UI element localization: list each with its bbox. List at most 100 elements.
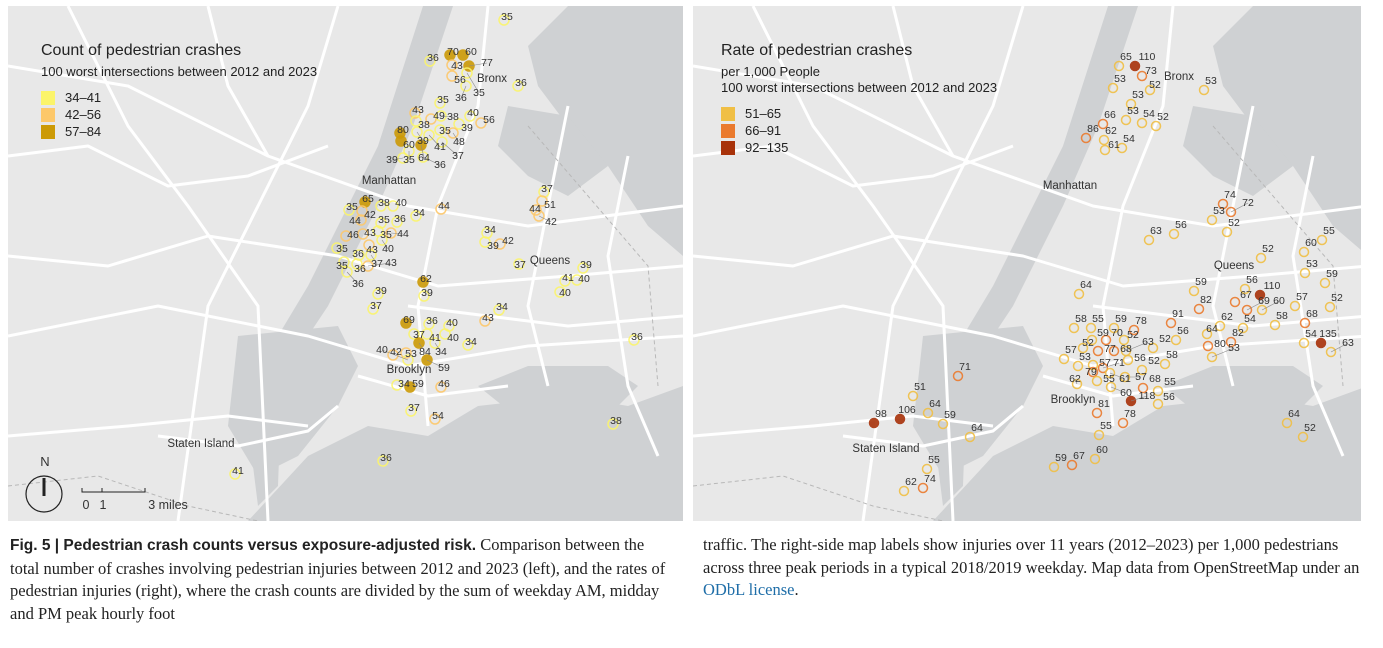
crash-rate-marker (1058, 353, 1070, 365)
odbl-license-link[interactable]: ODbL license (703, 580, 795, 599)
crash-count-label: 39 (580, 259, 592, 271)
crash-rate-label: 64 (971, 422, 983, 434)
crash-count-label: 39 (461, 122, 473, 134)
crash-marker (461, 67, 473, 79)
crash-rate-marker (1241, 304, 1253, 316)
crash-rate-label: 55 (928, 454, 940, 466)
crash-rate-label: 52 (1148, 355, 1160, 367)
crash-marker (338, 256, 350, 268)
crash-marker (446, 59, 458, 71)
label-leader-line (381, 239, 389, 250)
crash-rate-label: 53 (1079, 351, 1091, 363)
crash-count-label: 84 (419, 346, 431, 358)
legend-item: 92–135 (721, 139, 997, 156)
crash-count-label: 40 (559, 287, 571, 299)
crash-count-label: 35 (378, 214, 390, 226)
crash-count-label: 43 (364, 227, 376, 239)
crash-count-label: 37 (514, 259, 526, 271)
crash-marker (395, 135, 407, 147)
crash-rate-marker (1099, 144, 1111, 156)
crash-rate-marker (1165, 317, 1177, 329)
crash-count-label: 44 (529, 203, 541, 215)
crash-rate-marker (1152, 385, 1164, 397)
crash-count-label: 53 (405, 348, 417, 360)
crash-rate-label: 73 (1145, 65, 1157, 77)
crash-marker (405, 405, 417, 417)
legend-label: 51–65 (745, 106, 782, 121)
crash-count-label: 38 (378, 197, 390, 209)
crash-rate-marker (1239, 283, 1251, 295)
crash-marker (355, 214, 367, 226)
legend-subtitle: 100 worst intersections between 2012 and… (41, 64, 318, 79)
crash-marker (479, 236, 491, 248)
crash-rate-marker (1144, 84, 1156, 96)
crash-marker (391, 216, 403, 228)
crash-marker (421, 328, 433, 340)
crash-rate-marker (898, 485, 910, 497)
crash-count-label: 40 (578, 273, 590, 285)
label-leader-line (428, 134, 441, 148)
label-leader-line (1230, 202, 1249, 213)
crash-rate-label: 59 (1195, 276, 1207, 288)
scale-label: 0 (83, 498, 90, 512)
crash-marker (417, 276, 429, 288)
crash-rate-label: 78 (1124, 408, 1136, 420)
crash-count-label: 46 (438, 378, 450, 390)
crash-marker (385, 227, 397, 239)
crash-rate-label: 68 (1120, 343, 1132, 355)
crash-rate-marker (1298, 337, 1310, 349)
legend-item: 66–91 (721, 122, 997, 139)
crash-rate-label: 69 (1258, 295, 1270, 307)
crash-rate-label: 56 (1163, 391, 1175, 403)
crash-count-label: 77 (481, 57, 493, 69)
crash-rate-marker (1221, 226, 1233, 238)
label-leader-line (1261, 300, 1280, 311)
crash-rate-label: 81 (1098, 398, 1110, 410)
crash-rate-label: 57 (1099, 357, 1111, 369)
crash-rate-marker (1136, 117, 1148, 129)
crash-count-label: 42 (545, 216, 557, 228)
legend-swatch (721, 140, 735, 155)
legend-swatch (41, 124, 55, 139)
label-leader-line (420, 144, 425, 159)
crash-rate-label: 55 (1100, 420, 1112, 432)
boundary-line (527, 125, 659, 387)
crash-rate-marker (1098, 134, 1110, 146)
label-leader-line (1074, 378, 1078, 385)
road (1101, 6, 1175, 427)
crash-count-label: 36 (394, 213, 406, 225)
crash-count-label: 34 (398, 378, 410, 390)
crash-rate-marker (1159, 358, 1171, 370)
place-label: Queens (530, 255, 571, 267)
place-label: Bronx (477, 73, 507, 85)
crash-marker (435, 110, 447, 122)
crash-count-label: 51 (544, 199, 556, 211)
crash-marker (464, 110, 476, 122)
crash-rate-marker (1085, 322, 1097, 334)
crash-marker (628, 334, 640, 346)
crash-rate-label: 63 (1150, 225, 1162, 237)
place-label: Staten Island (167, 438, 234, 450)
crash-count-label: 37 (408, 402, 420, 414)
label-leader-line (1109, 372, 1126, 380)
crash-rate-label: 57 (1135, 371, 1147, 383)
crash-rate-marker (1214, 320, 1226, 332)
crash-marker (536, 195, 548, 207)
caption-lead: Fig. 5 | Pedestrian crash counts versus … (10, 537, 477, 554)
crash-rate-marker (917, 482, 929, 494)
crash-count-label: 43 (482, 312, 494, 324)
legend-title: Rate of pedestrian crashes (721, 42, 913, 59)
crash-rate-marker (1105, 381, 1117, 393)
crash-count-label: 36 (515, 77, 527, 89)
crash-rate-marker (1225, 336, 1237, 348)
water-body (498, 106, 608, 196)
crash-rate-label: 61 (1108, 139, 1120, 151)
label-leader-line (434, 342, 442, 353)
crash-rate-label: 53 (1127, 105, 1139, 117)
crash-marker (400, 317, 412, 329)
crash-rate-label: 64 (929, 398, 941, 410)
crash-rate-marker (937, 418, 949, 430)
road (861, 6, 1025, 521)
crash-count-label: 35 (501, 11, 513, 23)
crash-rate-marker (1256, 304, 1268, 316)
